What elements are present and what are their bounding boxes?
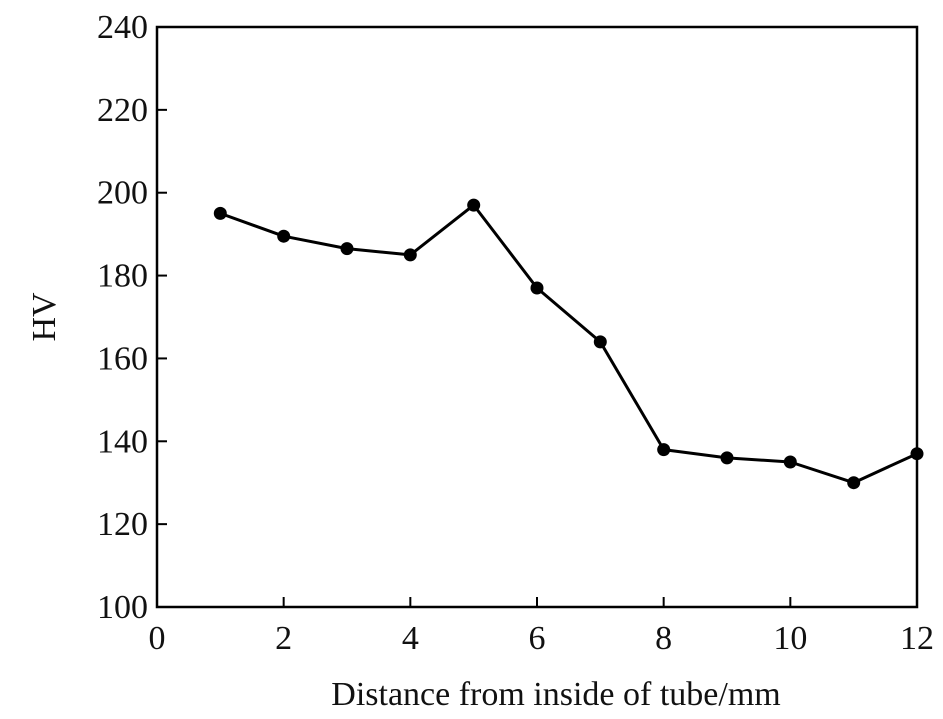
y-tick-label: 160 (97, 340, 148, 377)
data-point (910, 447, 924, 461)
series-line (219, 203, 918, 485)
y-axis-ticks: 100 120 140 160 180 200 220 240 (97, 9, 167, 626)
data-point (467, 198, 481, 212)
y-tick-label: 140 (97, 423, 148, 460)
y-tick-label: 240 (97, 9, 148, 46)
data-point (403, 248, 417, 262)
x-axis-ticks: 0 2 4 6 8 10 12 (149, 597, 934, 657)
x-tick-label: 6 (529, 620, 546, 657)
plot-frame (155, 25, 919, 609)
series-layer (213, 198, 924, 490)
data-point (213, 206, 227, 220)
y-tick-label: 200 (97, 175, 148, 212)
data-point (277, 229, 291, 243)
y-tick-label: 180 (97, 258, 148, 295)
y-tick-label: 220 (97, 92, 148, 129)
data-point (340, 242, 354, 256)
x-tick-label: 8 (655, 620, 672, 657)
y-tick-label: 100 (97, 589, 148, 626)
y-tick-label: 120 (97, 506, 148, 543)
x-tick-label: 12 (900, 620, 934, 657)
x-axis-label: Distance from inside of tube/mm (331, 676, 780, 713)
x-tick-label: 0 (149, 620, 166, 657)
y-axis-label: HV (26, 292, 63, 342)
data-point (657, 443, 671, 457)
x-tick-label: 2 (275, 620, 292, 657)
data-point (593, 335, 607, 349)
data-point (783, 455, 797, 469)
data-point (530, 281, 544, 295)
x-tick-label: 10 (773, 620, 807, 657)
data-point (720, 451, 734, 465)
x-tick-label: 4 (402, 620, 419, 657)
data-point (847, 476, 861, 490)
